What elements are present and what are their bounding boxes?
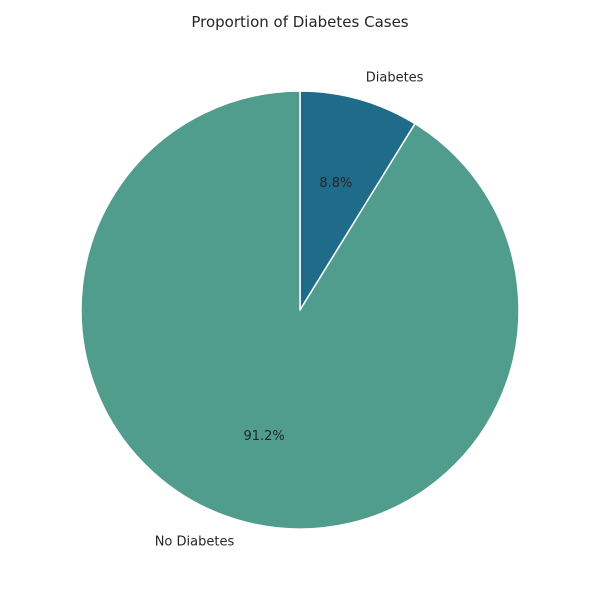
slice-label-no-diabetes: No Diabetes xyxy=(155,534,235,549)
slice-percent-no-diabetes: 91.2% xyxy=(243,429,284,444)
slice-percent-diabetes: 8.8% xyxy=(319,176,352,191)
pie-slice-diabetes xyxy=(299,90,416,311)
pie-labels: Diabetes 8.8% No Diabetes 91.2% xyxy=(155,71,424,550)
chart-title: Proportion of Diabetes Cases xyxy=(191,13,408,31)
pie-slice-no-diabetes xyxy=(80,90,520,530)
slice-label-diabetes: Diabetes xyxy=(366,71,424,86)
pie-slices xyxy=(80,90,520,530)
